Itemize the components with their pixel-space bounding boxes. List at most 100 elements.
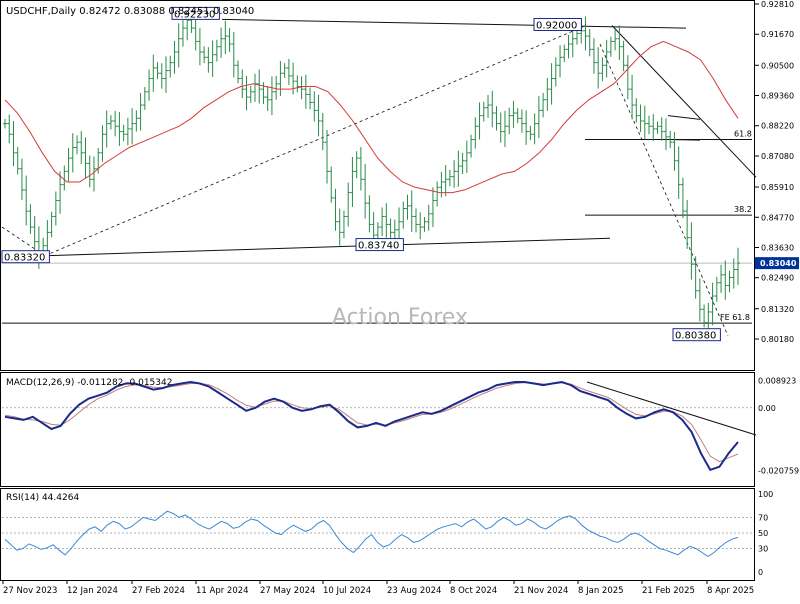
lower-channel-line bbox=[44, 237, 611, 257]
price-tick-label: 0.88220 bbox=[761, 122, 794, 131]
price-bar bbox=[596, 47, 601, 89]
price-bar bbox=[413, 208, 418, 233]
price-bar bbox=[117, 111, 122, 146]
x-tick-label: 27 Nov 2023 bbox=[3, 586, 57, 596]
price-bar bbox=[426, 204, 431, 231]
price-bar bbox=[460, 152, 465, 175]
price-bar bbox=[155, 62, 160, 80]
price-bar bbox=[727, 270, 732, 293]
x-tick-label: 21 Nov 2024 bbox=[514, 586, 568, 596]
label-high-2024: 0.92230 bbox=[171, 6, 220, 20]
price-tick-label: 0.82490 bbox=[761, 274, 794, 283]
price-bar bbox=[553, 57, 558, 87]
price-bar bbox=[113, 110, 118, 137]
price-bar bbox=[210, 40, 215, 77]
price-bar bbox=[481, 101, 486, 122]
price-bar bbox=[223, 20, 228, 55]
price-bar bbox=[375, 222, 380, 240]
rsi-title: RSI(14) 44.4264 bbox=[6, 493, 79, 503]
label-high-2024-text: 0.92230 bbox=[174, 9, 215, 20]
current-price-tag bbox=[755, 257, 799, 270]
macd-tick-label: -0.020759 bbox=[758, 467, 799, 476]
price-bar bbox=[180, 20, 185, 47]
price-bar bbox=[367, 195, 372, 233]
price-bar bbox=[545, 78, 550, 111]
price-bar bbox=[486, 94, 491, 118]
x-tick-label: 10 Jul 2024 bbox=[323, 586, 371, 596]
price-bar bbox=[604, 39, 609, 78]
price-bar bbox=[405, 194, 410, 220]
price-bar bbox=[642, 105, 647, 140]
price-bar bbox=[363, 163, 368, 219]
price-bar bbox=[464, 140, 469, 173]
price-bar bbox=[202, 46, 207, 64]
price-bar bbox=[320, 113, 325, 151]
price-bar bbox=[53, 191, 58, 226]
price-bar bbox=[549, 63, 554, 105]
price-bar bbox=[443, 165, 448, 197]
price-bar bbox=[58, 171, 63, 214]
price-bar bbox=[714, 276, 719, 302]
price-tick-label: 0.80180 bbox=[761, 335, 794, 344]
price-bar bbox=[282, 63, 287, 79]
price-bar bbox=[346, 182, 351, 227]
price-bar bbox=[477, 102, 482, 140]
x-tick-label: 23 Aug 2024 bbox=[387, 586, 441, 596]
price-bar bbox=[490, 90, 495, 128]
label-low-2025-box bbox=[672, 328, 721, 342]
x-tick-label: 21 Feb 2025 bbox=[642, 586, 695, 596]
price-tick-label: 0.87080 bbox=[761, 152, 794, 161]
price-bar bbox=[100, 125, 105, 162]
macd-tick-label: 0.008923 bbox=[758, 377, 796, 386]
price-bar bbox=[291, 62, 296, 95]
price-bar bbox=[91, 156, 96, 192]
label-low-2023-box bbox=[1, 250, 50, 264]
price-bar bbox=[562, 44, 567, 63]
price-bar bbox=[663, 118, 668, 151]
fe-61-8-label: FE 61.8 bbox=[720, 313, 750, 322]
price-bar bbox=[422, 216, 427, 232]
rsi-tick-label: 30 bbox=[758, 545, 768, 554]
x-tick-label: 27 Feb 2024 bbox=[132, 586, 185, 596]
price-bar bbox=[312, 91, 317, 122]
price-bar bbox=[269, 76, 274, 116]
price-tick-label: 0.81320 bbox=[761, 305, 794, 314]
price-bar bbox=[147, 69, 152, 101]
price-bar bbox=[710, 282, 715, 326]
price-bar bbox=[19, 158, 24, 201]
label-low-2025-text: 0.80380 bbox=[675, 331, 716, 342]
price-bar bbox=[719, 264, 724, 293]
x-tick-label: 12 Jan 2024 bbox=[67, 586, 118, 596]
price-bar bbox=[219, 27, 224, 58]
price-bar bbox=[591, 38, 596, 74]
price-bar bbox=[587, 29, 592, 57]
price-bar bbox=[689, 222, 694, 280]
price-bar bbox=[3, 118, 7, 129]
macd-trend-line bbox=[586, 381, 757, 436]
macd-title: MACD(12,26,9) -0.011282 -0.015342 bbox=[6, 378, 172, 388]
price-bar bbox=[341, 210, 346, 239]
price-bar bbox=[130, 108, 135, 145]
watermark: Action Forex bbox=[332, 305, 468, 330]
price-bar bbox=[138, 92, 143, 131]
price-bar bbox=[498, 112, 503, 143]
price-bar bbox=[28, 204, 33, 234]
price-bar bbox=[134, 110, 139, 132]
price-bar bbox=[125, 117, 130, 146]
price-bar bbox=[676, 146, 681, 199]
price-bar bbox=[388, 218, 393, 239]
price-bar bbox=[151, 54, 156, 92]
price-bar bbox=[519, 109, 524, 133]
price-panel-frame bbox=[0, 0, 755, 371]
rsi-panel-frame bbox=[0, 488, 755, 581]
moving-average-line bbox=[4, 40, 739, 194]
price-tick-label: 0.92810 bbox=[761, 0, 794, 9]
price-bar bbox=[536, 96, 541, 138]
price-bar bbox=[286, 58, 291, 85]
price-bar bbox=[566, 35, 571, 59]
price-bar bbox=[697, 278, 702, 322]
price-bar bbox=[668, 131, 673, 149]
price-tick-label: 0.91670 bbox=[761, 30, 794, 39]
price-bar bbox=[49, 211, 54, 238]
price-tick-label: 0.85910 bbox=[761, 183, 794, 192]
